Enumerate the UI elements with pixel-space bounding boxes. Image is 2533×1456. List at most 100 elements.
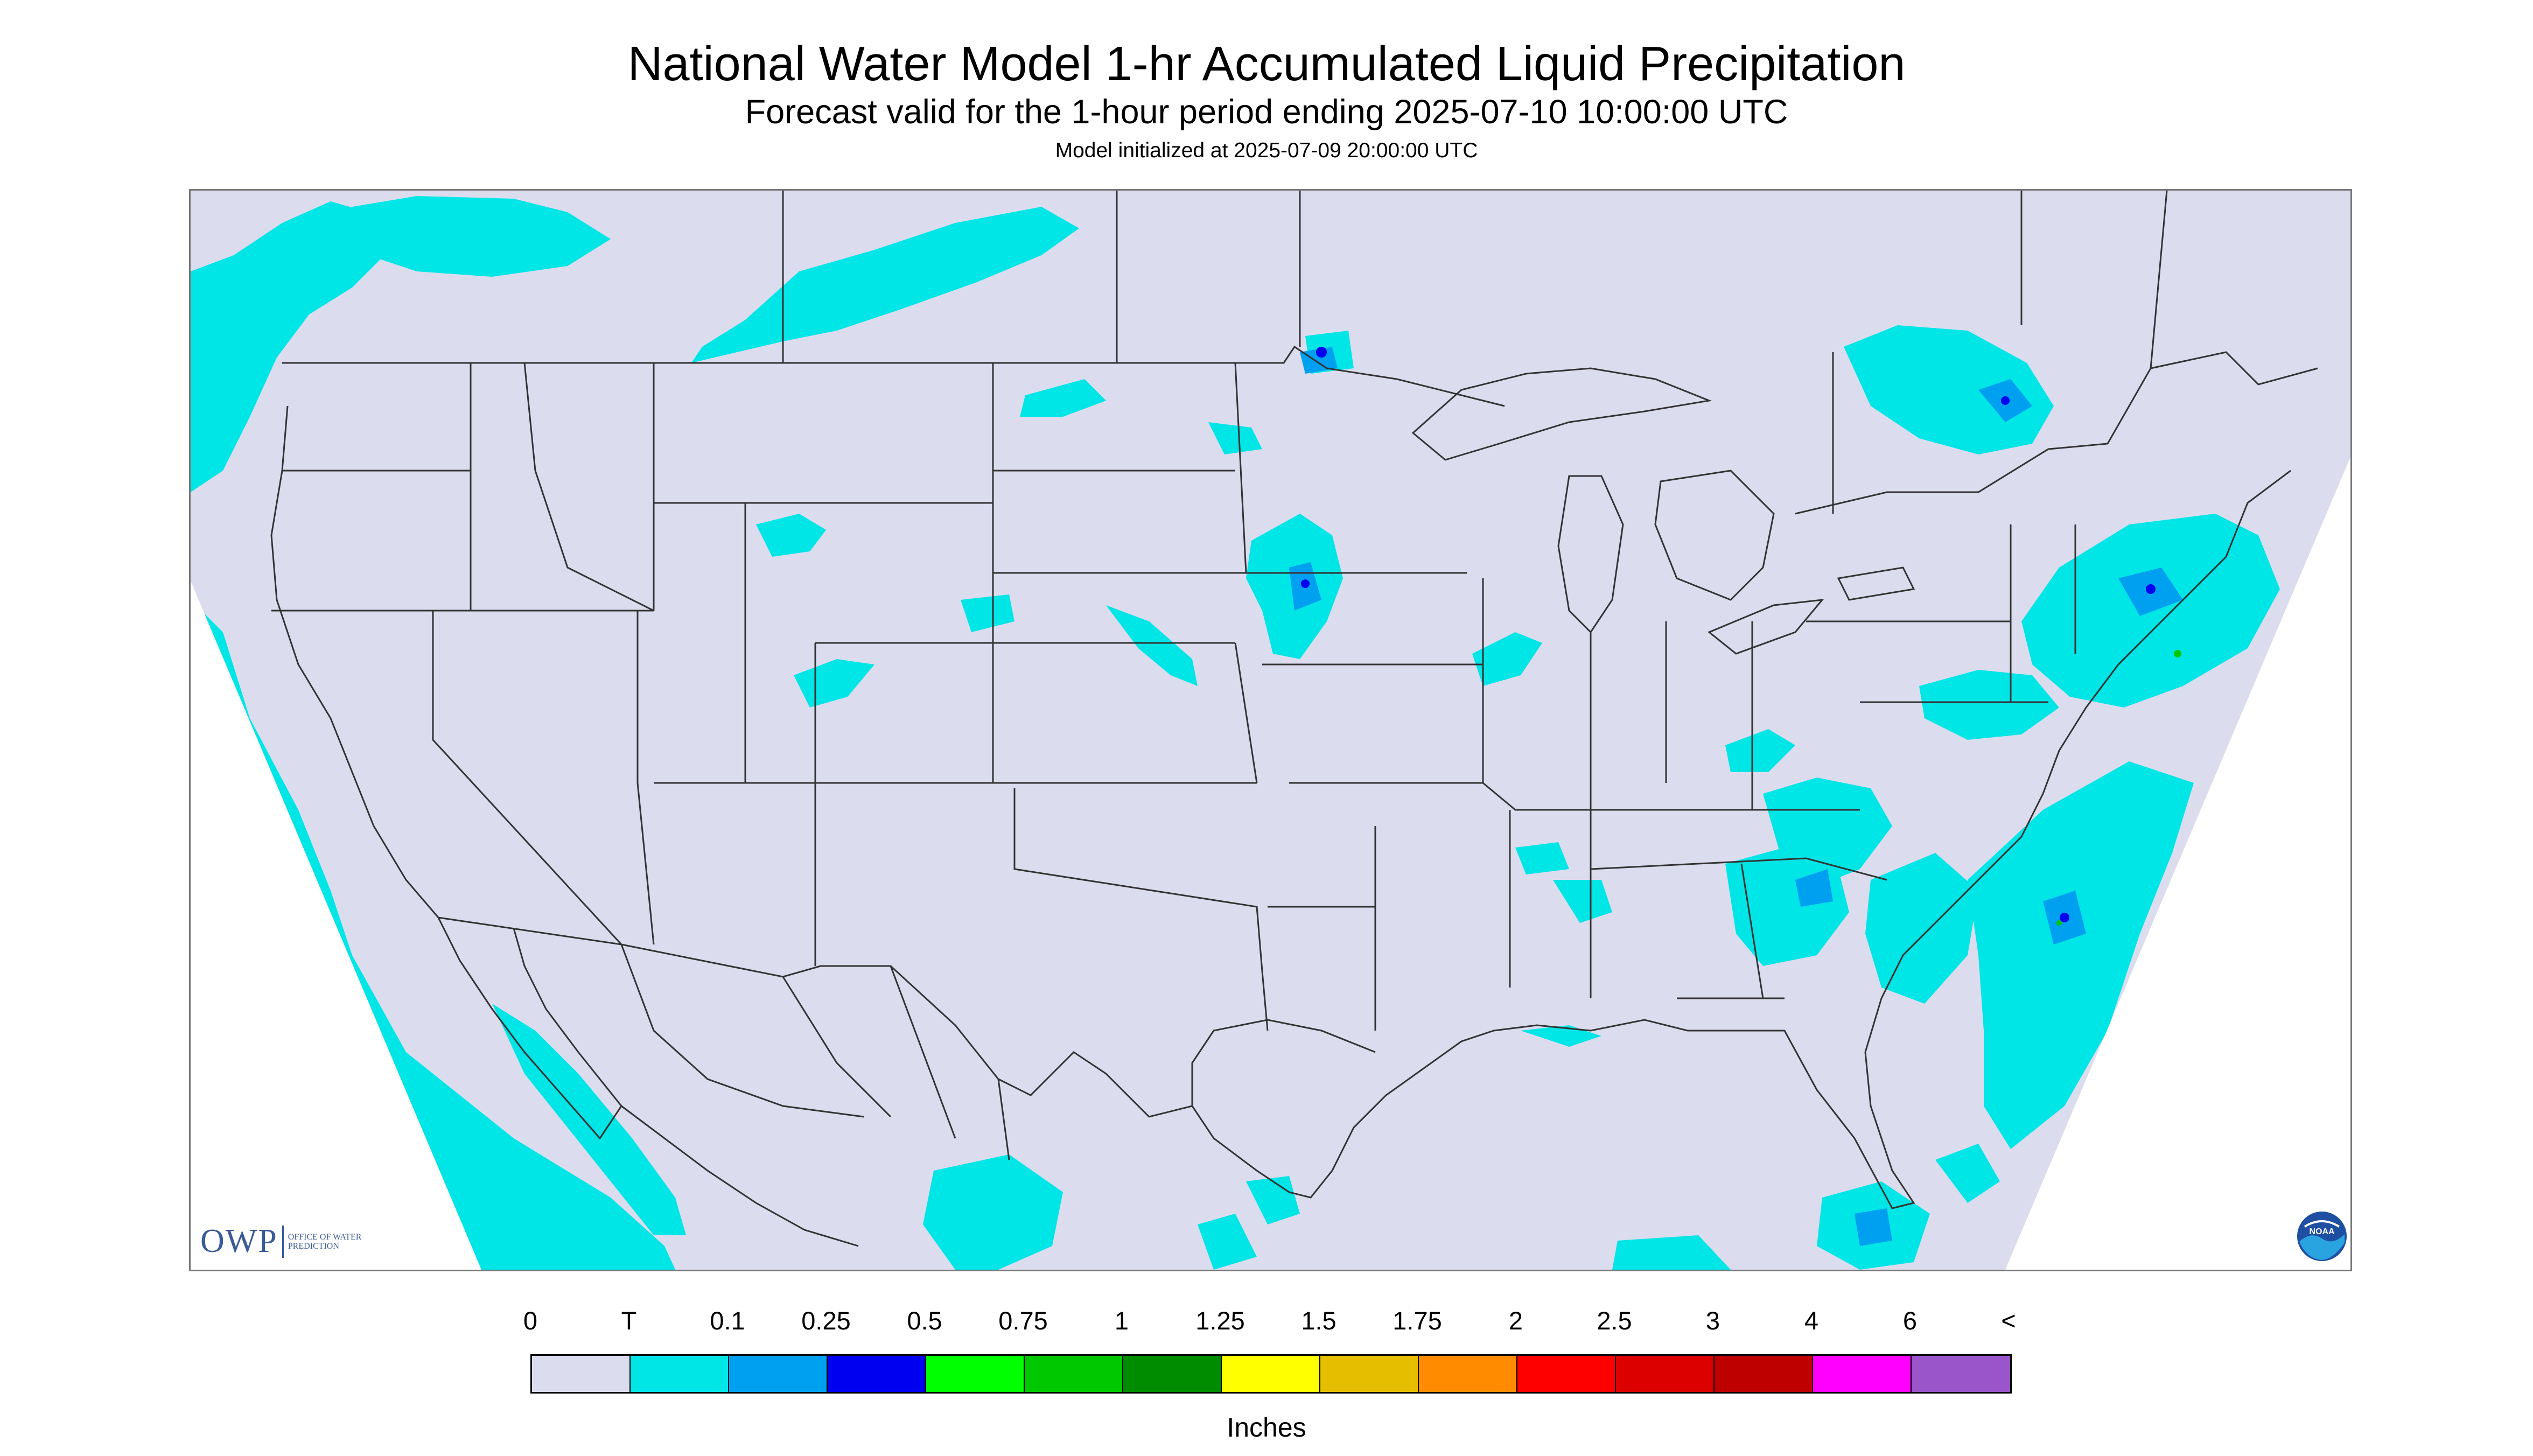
lake-michigan (1557, 475, 1624, 634)
heavy-cell-iowa (1301, 579, 1310, 588)
state-idaho (523, 362, 654, 612)
state-mississippi-valley (1268, 810, 1592, 1031)
noaa-logo-icon: NOAA (2297, 1212, 2347, 1261)
legend-swatch-14 (1912, 1356, 2010, 1392)
precip-wyoming (756, 514, 826, 557)
heavy-cell-atlantic (2060, 913, 2069, 922)
precip-central-america (1198, 1214, 1257, 1270)
legend-label-11: 2.5 (1597, 1306, 1632, 1335)
precip-ohio-valley (1725, 729, 1795, 772)
state-oregon-nevada-california (271, 610, 654, 946)
precip-bahamas (1935, 1144, 2000, 1203)
precip-colorado-2 (961, 594, 1014, 632)
precip-caribbean (1612, 1235, 1731, 1270)
owp-logo-subtext: OFFICE OF WATER PREDICTION (288, 1232, 362, 1251)
green-precip-cells (2056, 650, 2181, 926)
owp-logo: OWP OFFICE OF WATER PREDICTION (200, 1222, 369, 1261)
legend-label-13: 4 (1804, 1306, 1819, 1335)
legend-label-6: 1 (1114, 1306, 1129, 1335)
precip-atlantic-1 (1865, 853, 1978, 1004)
precip-dakotas-2 (1208, 422, 1262, 454)
legend-swatch-1 (631, 1356, 729, 1392)
precip-baja-offshore (492, 1004, 686, 1235)
state-southeast (1590, 857, 1887, 999)
green-cell-northeast (2174, 650, 2181, 657)
lake-erie (1708, 599, 1824, 655)
legend-label-8: 1.5 (1301, 1306, 1337, 1335)
mask-left (191, 581, 481, 1270)
moderate-carolina (1795, 869, 1833, 907)
mexico-gulf-coast (1191, 1019, 1376, 1193)
legend-label-3: 0.25 (801, 1306, 851, 1335)
moderate-florida-keys (1855, 1208, 1892, 1246)
legend-swatch-10 (1517, 1356, 1616, 1392)
state-midwest (1246, 572, 1516, 811)
legend-label-2: 0.1 (710, 1306, 745, 1335)
legend-swatch-9 (1419, 1356, 1517, 1392)
legend-swatch-12 (1715, 1356, 1813, 1392)
legend-swatch-6 (1123, 1356, 1222, 1392)
legend-swatch-0 (532, 1356, 631, 1392)
heavy-precip-cells (1301, 347, 2156, 922)
coast-atlantic (1289, 470, 2291, 1209)
precip-gulf-1 (1521, 1025, 1601, 1047)
legend-swatch-13 (1813, 1356, 1912, 1392)
heavy-cell-minnesota (1316, 347, 1327, 358)
mask-right (2005, 457, 2350, 1270)
legend-swatch-8 (1320, 1356, 1419, 1392)
legend-swatch-7 (1222, 1356, 1320, 1392)
precip-quebec (1844, 325, 2054, 454)
precip-dakotas (1020, 379, 1106, 417)
lake-ontario (1837, 566, 1915, 601)
model-init-line: Model initialized at 2025-07-09 20:00:00… (1055, 139, 1478, 162)
precip-bc-coast (352, 196, 611, 277)
legend-swatch-5 (1025, 1356, 1123, 1392)
chart-subtitle: Forecast valid for the 1-hour period end… (745, 93, 1788, 131)
canada-quebec-line (1832, 191, 2023, 514)
out-of-domain-mask (191, 457, 2350, 1270)
state-montana-wyoming (653, 363, 994, 783)
legend-labels: 0 T 0.1 0.25 0.5 0.75 1 1.25 1.5 1.75 2 2.5 3 4 6 < (506, 1306, 2089, 1338)
moderate-minnesota (1300, 347, 1338, 374)
mexico-west-coast (621, 1105, 859, 1247)
legend-label-14: 6 (1902, 1306, 1918, 1335)
state-northeast (1806, 524, 2076, 703)
legend-label-5: 0.75 (998, 1306, 1048, 1335)
precip-colorado (794, 659, 874, 708)
legend-label-0: 0 (523, 1306, 538, 1335)
coast-pacific (270, 405, 439, 918)
legend-label-4: 0.5 (907, 1306, 942, 1335)
state-washington-oregon (282, 363, 472, 611)
state-oklahoma-texas (814, 783, 1269, 1031)
baja-peninsula (437, 917, 622, 1140)
legend-swatch-3 (828, 1356, 926, 1392)
heavy-cell-quebec (2001, 396, 2010, 405)
legend-swatch-4 (926, 1356, 1025, 1392)
precip-canada-prairie (691, 207, 1079, 363)
state-utah-arizona (636, 611, 816, 966)
state-nebraska-kansas (815, 642, 1258, 784)
precip-illinois (1472, 632, 1542, 686)
legend-color-bar (530, 1354, 2012, 1394)
state-dakotas (993, 362, 1247, 574)
precip-alabama (1553, 880, 1612, 923)
legend-label-7: 1.25 (1195, 1306, 1245, 1335)
precip-pacific-ocean (191, 600, 675, 1270)
legend-swatch-11 (1616, 1356, 1715, 1392)
heavy-cell-northeast (2146, 584, 2156, 594)
legend-label-12: 3 (1705, 1306, 1720, 1335)
border-us-canada-east (1795, 351, 2318, 515)
legend-label-1: T (621, 1306, 637, 1335)
precipitation-map (189, 189, 2352, 1271)
lake-superior (1411, 367, 1712, 461)
owp-logo-divider (282, 1225, 284, 1258)
legend-label-15: < (2001, 1306, 2016, 1335)
legend-units: Inches (1227, 1412, 1306, 1443)
state-and-country-borders (270, 191, 2318, 1247)
lake-huron (1654, 470, 1775, 601)
border-us-mexico (438, 916, 1193, 1118)
precip-atlantic-2 (1968, 761, 2194, 1149)
legend-label-9: 1.75 (1393, 1306, 1442, 1335)
legend-label-10: 2 (1508, 1306, 1523, 1335)
precip-yucatan-gulf (1246, 1176, 1300, 1224)
